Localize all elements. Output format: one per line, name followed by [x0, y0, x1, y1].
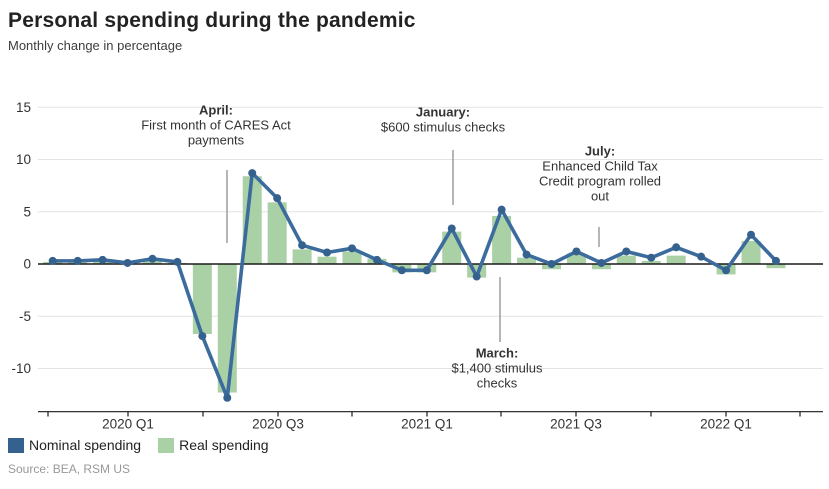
- page-title: Personal spending during the pandemic: [8, 9, 416, 32]
- nominal-spending-point: [771, 256, 780, 265]
- real-spending-bar: [566, 253, 586, 264]
- nominal-spending-point: [298, 241, 307, 250]
- real-spending-bar: [342, 251, 362, 264]
- legend-label-real: Real spending: [179, 437, 269, 453]
- nominal-spending-point: [173, 257, 182, 266]
- real-spending-bar: [267, 202, 287, 264]
- y-axis-tick-label: 5: [23, 204, 31, 219]
- real-spending-bar: [616, 255, 636, 264]
- nominal-spending-point: [472, 272, 481, 281]
- legend-item-nominal: Nominal spending: [8, 437, 141, 453]
- nominal-spending-point: [347, 244, 356, 253]
- nominal-spending-point: [397, 266, 406, 275]
- nominal-spending-point: [372, 255, 381, 264]
- nominal-spending-point: [672, 243, 681, 252]
- nominal-spending-point: [273, 194, 282, 203]
- nominal-spending-point: [747, 230, 756, 239]
- real-spending-bar: [517, 257, 537, 264]
- nominal-spending-point: [522, 250, 531, 259]
- nominal-spending-point: [198, 332, 207, 341]
- nominal-spending-point: [572, 247, 581, 256]
- annotation-text-april: April: First month of CARES Act payments: [141, 103, 291, 148]
- nominal-swatch-icon: [8, 437, 24, 453]
- real-spending-bar: [242, 176, 262, 264]
- nominal-spending-point: [323, 248, 332, 257]
- real-spending-bar: [292, 249, 312, 264]
- nominal-spending-point: [422, 266, 431, 275]
- legend-label-nominal: Nominal spending: [29, 437, 142, 453]
- nominal-spending-point: [447, 224, 456, 233]
- annotation-text-july: July: Enhanced Child Tax Credit program ro…: [539, 144, 661, 204]
- spending-chart: 15 10 5 0 -5 -10 April: First month of CARES Ac…: [11, 100, 823, 432]
- source-note: Source: BEA, RSM US: [8, 462, 131, 476]
- nominal-spending-point: [622, 247, 631, 256]
- nominal-spending-point: [148, 254, 157, 263]
- real-spending-bar: [317, 256, 337, 264]
- legend: Nominal spending Real spending: [8, 437, 269, 453]
- nominal-spending-point: [248, 169, 257, 178]
- nominal-spending-point: [223, 393, 232, 402]
- real-spending-bar: [766, 264, 786, 269]
- y-axis-tick-label: 10: [16, 152, 31, 167]
- y-axis-tick-label: 15: [16, 100, 31, 115]
- nominal-spending-point: [722, 266, 731, 275]
- legend-item-real: Real spending: [158, 437, 269, 453]
- nominal-spending-point: [48, 256, 57, 265]
- y-axis-tick-label: -5: [19, 309, 31, 324]
- real-spending-bar: [666, 255, 686, 264]
- nominal-spending-point: [647, 253, 656, 262]
- chart-subtitle: Monthly change in percentage: [8, 38, 183, 53]
- nominal-spending-point: [597, 258, 606, 267]
- real-swatch-icon: [158, 437, 175, 453]
- nominal-spending-point: [697, 252, 706, 261]
- x-axis-tick-label: 2020 Q1: [102, 417, 154, 432]
- nominal-spending-point: [73, 256, 82, 265]
- nominal-spending-point: [123, 258, 132, 267]
- real-spending-bar: [741, 241, 761, 264]
- annotation-text-january: January: $600 stimulus checks: [381, 105, 506, 135]
- y-axis-tick-label: -10: [11, 361, 31, 376]
- x-axis-tick-label: 2021 Q1: [401, 417, 453, 432]
- real-spending-bar: [492, 215, 512, 264]
- y-axis-tick-label: 0: [23, 257, 31, 272]
- x-axis-tick-label: 2020 Q3: [252, 417, 304, 432]
- nominal-spending-line: [50, 171, 778, 400]
- nominal-spending-point: [98, 255, 107, 264]
- x-axis-tick-label: 2021 Q3: [550, 417, 602, 432]
- x-axis-tick-label: 2022 Q1: [700, 417, 752, 432]
- real-spending-bar: [641, 260, 661, 264]
- real-spending-bar: [192, 264, 212, 335]
- annotation-text-march: March: $1,400 stimulus checks: [451, 346, 543, 391]
- nominal-spending-point: [497, 205, 506, 214]
- nominal-spending-point: [547, 260, 556, 268]
